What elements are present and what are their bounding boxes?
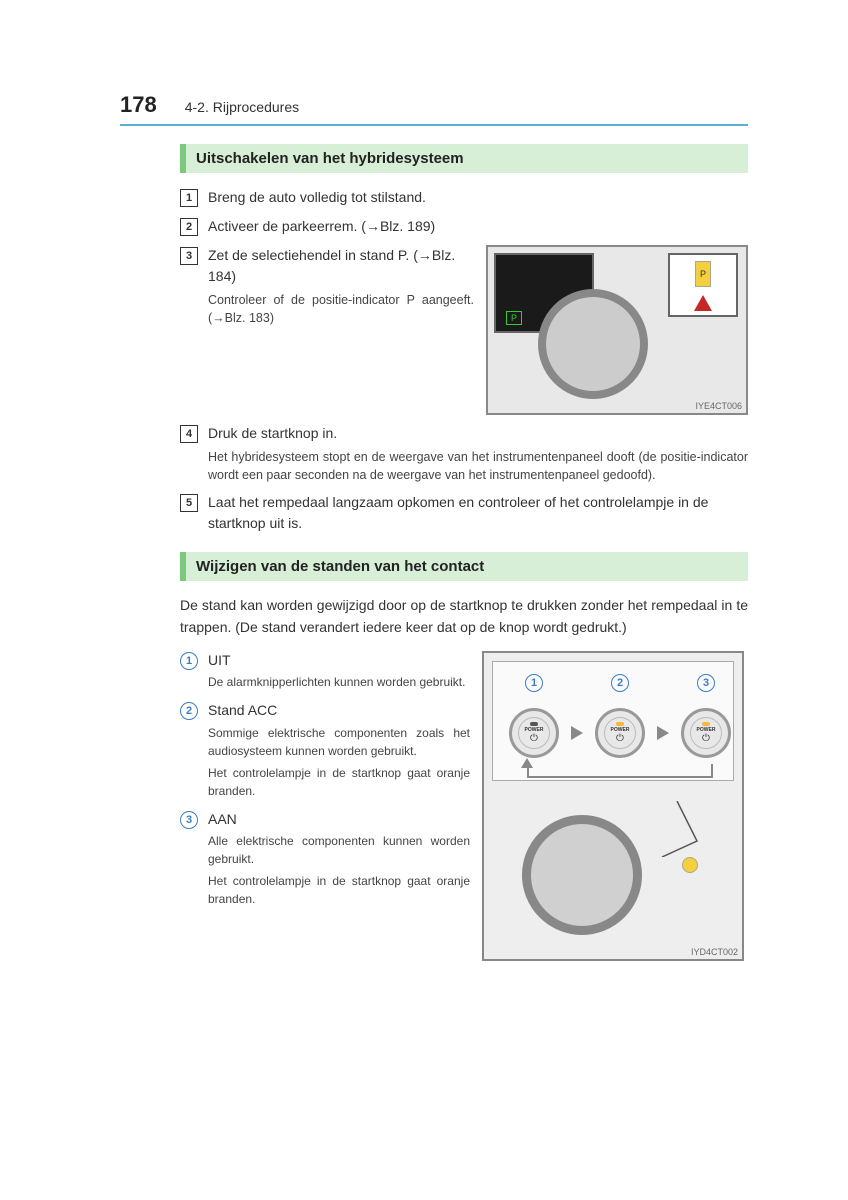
flow-return-arrow-icon [521, 758, 533, 768]
mode-2: 2 Stand ACC Sommige elektrische componen… [180, 701, 470, 804]
step-2: 2 Activeer de parkeerrem. (→Blz. 189) [180, 216, 748, 237]
step-number-box: 3 [180, 247, 198, 265]
figure-shift-p: P P IYE4CT006 [486, 245, 748, 415]
step-text-main: Zet de selectiehendel in stand P. (→Blz.… [208, 245, 474, 287]
mode-label-3-icon: 3 [697, 674, 715, 692]
start-button-location-icon [682, 857, 698, 873]
circle-number-icon: 1 [180, 652, 198, 670]
circle-number-icon: 2 [180, 702, 198, 720]
mode-title: Stand ACC [208, 701, 470, 721]
manual-page: 178 4-2. Rijprocedures Uitschakelen van … [0, 0, 848, 1001]
power-button-on-icon: POWER⏻ [681, 708, 731, 758]
step-subtext: Het hybridesysteem stopt en de weergave … [208, 448, 748, 484]
mode-sub: De alarmknipperlichten kunnen worden geb… [208, 673, 470, 691]
steering-wheel-icon [538, 289, 648, 399]
step-text: Breng de auto volledig tot stilstand. [208, 187, 748, 208]
step-3: 3 Zet de selectiehendel in stand P. (→Bl… [180, 245, 474, 327]
step-subtext: Controleer of de positie-indicator P aan… [208, 291, 474, 327]
power-button-off-icon: POWER⏻ [509, 708, 559, 758]
step-text: Druk de startknop in. Het hybridesysteem… [208, 423, 748, 484]
step-text: Zet de selectiehendel in stand P. (→Blz.… [208, 245, 474, 327]
step-text-main: Druk de startknop in. [208, 423, 748, 444]
mode-3: 3 AAN Alle elektrische componenten kunne… [180, 810, 470, 913]
mode-sub: Alle elektrische componenten kunnen word… [208, 832, 470, 868]
mode-label-1-icon: 1 [525, 674, 543, 692]
mode-title: UIT [208, 651, 470, 671]
header-divider [120, 124, 748, 126]
step-text: Laat het rempedaal langzaam opkomen en c… [208, 492, 748, 534]
step-text: Activeer de parkeerrem. (→Blz. 189) [208, 216, 748, 237]
step-3-row: 3 Zet de selectiehendel in stand P. (→Bl… [180, 245, 748, 415]
step-5: 5 Laat het rempedaal langzaam opkomen en… [180, 492, 748, 534]
circle-number-icon: 3 [180, 811, 198, 829]
step-number-box: 4 [180, 425, 198, 443]
p-button-icon: P [695, 261, 711, 287]
p-indicator-icon: P [506, 311, 522, 325]
mode-title: AAN [208, 810, 470, 830]
heading-hybrid-off: Uitschakelen van het hybridesysteem [180, 144, 748, 173]
mode-label-2-icon: 2 [611, 674, 629, 692]
flow-return-line [527, 764, 713, 778]
figure-code: IYE4CT006 [695, 401, 742, 411]
modes-row: 1 UIT De alarmknipperlichten kunnen word… [180, 651, 748, 961]
page-header: 178 4-2. Rijprocedures [120, 92, 748, 118]
callout-line [642, 801, 712, 857]
step-number-box: 2 [180, 218, 198, 236]
red-arrow-icon [694, 295, 712, 311]
modes-intro: De stand kan worden gewijzigd door op de… [180, 595, 748, 638]
figure-power-modes: 1 2 3 POWER⏻ POWER⏻ POWER⏻ [482, 651, 744, 961]
flow-arrow-icon [657, 726, 669, 740]
figure-code: IYD4CT002 [691, 947, 738, 957]
steering-wheel-icon [522, 815, 642, 935]
button-sequence-panel: 1 2 3 POWER⏻ POWER⏻ POWER⏻ [492, 661, 734, 781]
nav-screen-inset: P [668, 253, 738, 317]
step-1: 1 Breng de auto volledig tot stilstand. [180, 187, 748, 208]
heading-ignition-modes: Wijzigen van de standen van het contact [180, 552, 748, 581]
section-label: 4-2. Rijprocedures [185, 99, 299, 115]
step-number-box: 1 [180, 189, 198, 207]
mode-sub: Het controlelampje in de startknop gaat … [208, 764, 470, 800]
step-4: 4 Druk de startknop in. Het hybridesyste… [180, 423, 748, 484]
power-button-acc-icon: POWER⏻ [595, 708, 645, 758]
step-number-box: 5 [180, 494, 198, 512]
flow-arrow-icon [571, 726, 583, 740]
page-number: 178 [120, 92, 157, 118]
mode-1: 1 UIT De alarmknipperlichten kunnen word… [180, 651, 470, 696]
mode-sub: Het controlelampje in de startknop gaat … [208, 872, 470, 908]
mode-sub: Sommige elektrische componenten zoals he… [208, 724, 470, 760]
